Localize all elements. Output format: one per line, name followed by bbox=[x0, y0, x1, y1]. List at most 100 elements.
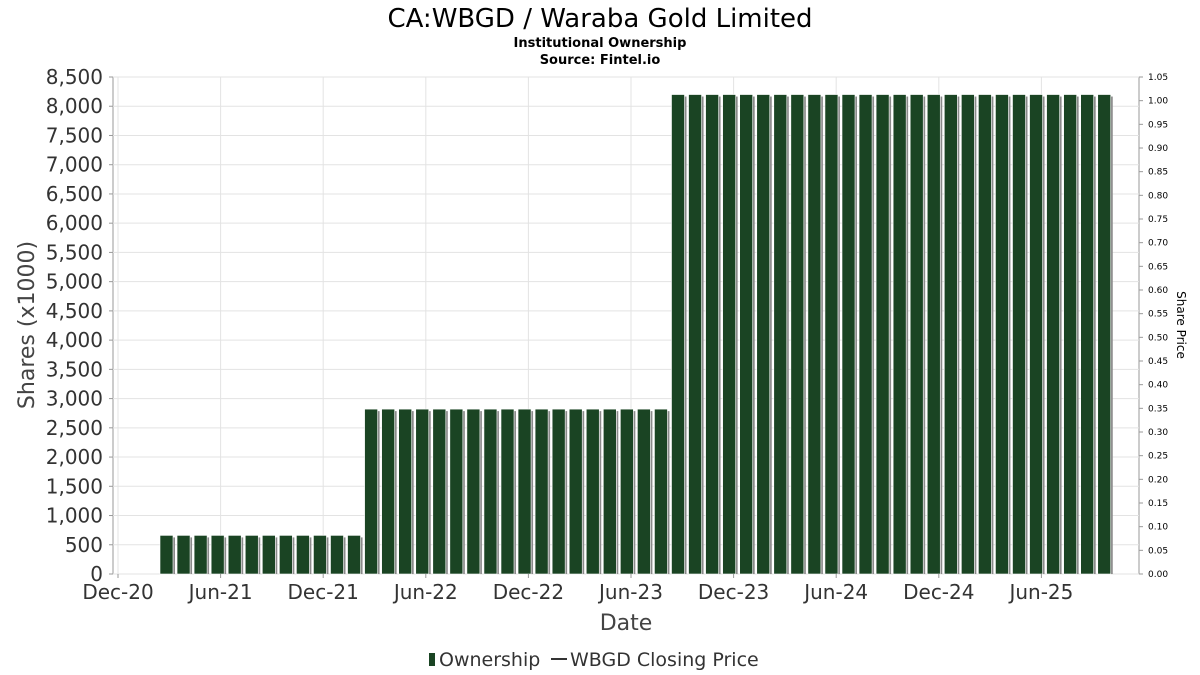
bar bbox=[432, 408, 447, 575]
bar bbox=[261, 535, 276, 575]
y-right-tick-label: 0.80 bbox=[1148, 191, 1168, 201]
bar bbox=[568, 408, 583, 575]
y-right-tick-label: 0.05 bbox=[1148, 546, 1168, 556]
bar bbox=[517, 408, 532, 575]
bar bbox=[296, 535, 310, 575]
y-tick-label: 4,500 bbox=[46, 299, 103, 323]
bar bbox=[756, 94, 771, 575]
y-tick-label: 1,000 bbox=[46, 504, 103, 528]
bar bbox=[585, 408, 600, 575]
bar bbox=[602, 408, 617, 575]
bar bbox=[722, 94, 736, 575]
bar bbox=[807, 94, 822, 575]
bar bbox=[858, 94, 873, 575]
bar bbox=[961, 94, 975, 575]
bar bbox=[654, 408, 668, 575]
bar bbox=[364, 408, 378, 575]
legend: Ownership WBGD Closing Price bbox=[429, 649, 759, 671]
chart-title: CA:WBGD / Waraba Gold Limited bbox=[387, 4, 812, 34]
bar bbox=[193, 535, 208, 575]
chart-source: Source: Fintel.io bbox=[540, 53, 661, 68]
y-tick-label: 8,500 bbox=[46, 65, 103, 89]
y-right-tick-label: 0.10 bbox=[1148, 523, 1168, 533]
bar bbox=[330, 535, 344, 575]
legend-ownership-label: Ownership bbox=[439, 649, 540, 671]
y-right-tick-label: 0.95 bbox=[1148, 120, 1168, 130]
y-tick-label: 0 bbox=[90, 562, 103, 586]
bar bbox=[1080, 94, 1094, 575]
y-right-tick-label: 0.85 bbox=[1148, 168, 1168, 178]
bar bbox=[1063, 94, 1077, 575]
bar bbox=[790, 94, 805, 575]
y-axis-left: 0 500 1,000 1,500 2,000 2,500 3,000 3,500 4,000 4… bbox=[46, 65, 113, 586]
x-axis: Dec-20 Jun-21 Dec-21 Jun-22 Dec-22 Jun-23 Dec-… bbox=[82, 574, 1073, 604]
bar bbox=[909, 94, 924, 575]
bar bbox=[466, 408, 481, 575]
bar bbox=[159, 535, 174, 575]
x-tick-label: Dec-21 bbox=[288, 580, 359, 604]
bar bbox=[671, 94, 685, 575]
bar bbox=[875, 94, 890, 575]
x-tick-label: Jun-22 bbox=[392, 580, 458, 604]
y-right-tick-label: 0.00 bbox=[1148, 570, 1168, 580]
bar bbox=[449, 408, 464, 575]
bar bbox=[943, 94, 958, 575]
x-tick-label: Dec-22 bbox=[493, 580, 564, 604]
bar bbox=[534, 408, 549, 575]
x-tick-label: Jun-24 bbox=[802, 580, 868, 604]
y-right-tick-label: 0.90 bbox=[1148, 144, 1168, 154]
bar bbox=[279, 535, 293, 575]
x-tick-label: Jun-25 bbox=[1007, 580, 1073, 604]
y-right-tick-label: 0.40 bbox=[1148, 381, 1168, 391]
x-axis-label: Date bbox=[600, 611, 653, 636]
bar bbox=[995, 94, 1009, 575]
legend-price-label: WBGD Closing Price bbox=[570, 649, 759, 671]
legend-ownership-swatch bbox=[429, 653, 435, 666]
y-axis-label: Shares (x1000) bbox=[15, 241, 40, 409]
bar bbox=[313, 535, 327, 575]
y-right-tick-label: 0.15 bbox=[1148, 499, 1168, 509]
bar bbox=[1012, 94, 1026, 575]
y-tick-label: 6,000 bbox=[46, 211, 103, 235]
bar bbox=[620, 408, 634, 575]
y-axis-right: 0.00 0.05 0.10 0.15 0.20 0.25 0.30 0.35 0.40 0.45… bbox=[1139, 73, 1168, 580]
bar bbox=[176, 535, 191, 575]
y-right-tick-label: 0.55 bbox=[1148, 310, 1168, 320]
y-tick-label: 3,500 bbox=[46, 357, 103, 381]
x-tick-label: Jun-23 bbox=[597, 580, 663, 604]
bar bbox=[483, 408, 498, 575]
y-right-tick-label: 0.45 bbox=[1148, 357, 1168, 367]
y-right-tick-label: 0.65 bbox=[1148, 262, 1168, 272]
bar bbox=[637, 408, 651, 575]
bar bbox=[1029, 94, 1043, 575]
y-tick-label: 3,000 bbox=[46, 387, 103, 411]
y-right-tick-label: 0.20 bbox=[1148, 475, 1168, 485]
bar bbox=[773, 94, 788, 575]
y-right-tick-label: 0.25 bbox=[1148, 452, 1168, 462]
y-right-tick-label: 0.30 bbox=[1148, 428, 1168, 438]
y-right-tick-label: 0.75 bbox=[1148, 215, 1168, 225]
bar bbox=[1046, 94, 1060, 575]
bar bbox=[978, 94, 992, 575]
bar bbox=[551, 408, 566, 575]
x-tick-label: Jun-21 bbox=[187, 580, 253, 604]
bar bbox=[841, 94, 856, 575]
y-tick-label: 500 bbox=[65, 533, 103, 557]
y-axis-right-label: Share Price bbox=[1174, 291, 1188, 359]
bar bbox=[824, 94, 839, 575]
bar bbox=[381, 408, 395, 575]
x-tick-label: Dec-23 bbox=[698, 580, 769, 604]
y-tick-label: 6,500 bbox=[46, 182, 103, 206]
y-right-tick-label: 0.60 bbox=[1148, 286, 1168, 296]
y-right-tick-label: 1.00 bbox=[1148, 97, 1168, 107]
bar bbox=[398, 408, 413, 575]
y-right-tick-label: 0.50 bbox=[1148, 333, 1168, 343]
bars bbox=[159, 94, 1113, 575]
bar bbox=[210, 535, 225, 575]
y-tick-label: 5,500 bbox=[46, 240, 103, 264]
bar bbox=[739, 94, 754, 575]
y-tick-label: 5,000 bbox=[46, 270, 103, 294]
x-tick-label: Dec-20 bbox=[82, 580, 153, 604]
y-tick-label: 7,000 bbox=[46, 153, 103, 177]
